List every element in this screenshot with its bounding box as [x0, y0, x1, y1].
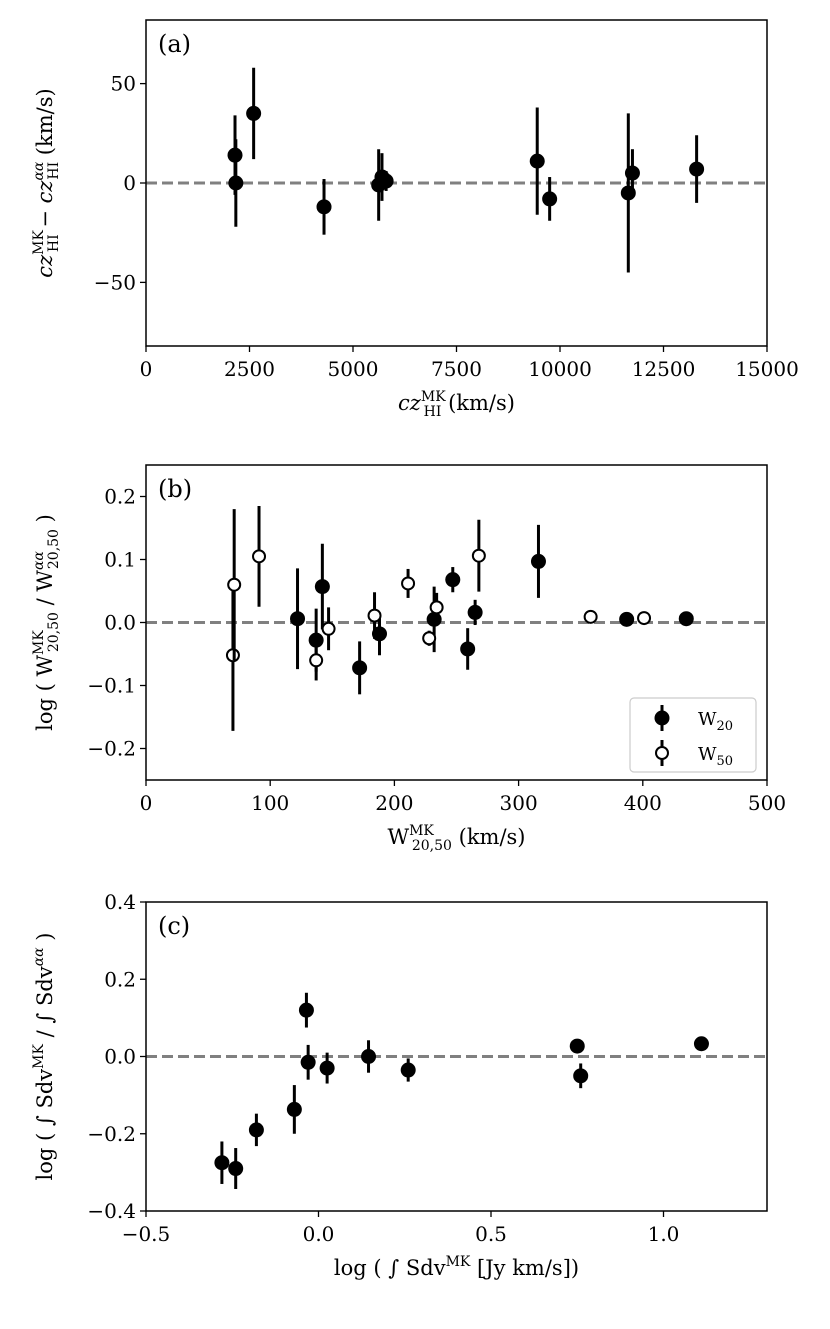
panel-3: −0.5 0.0 0.5 1.0 −0.4 −0.2 0.0 0.2 0.4 (c) log ( ∫… [31, 890, 768, 1280]
data-point-open [471, 548, 486, 563]
x-tick-label: 400 [624, 791, 662, 815]
x-tick-label: 0 [140, 357, 153, 381]
data-point [467, 604, 483, 620]
data-point [569, 1038, 585, 1054]
legend-marker [654, 710, 670, 726]
y-tick-label: −0.2 [87, 737, 136, 761]
y-tick-label: −0.4 [87, 1199, 136, 1223]
y-tick-label: 50 [111, 72, 136, 96]
x-tick-label: 1.0 [648, 1222, 680, 1246]
data-point-open [227, 577, 242, 592]
x-tick-label: 0.0 [303, 1222, 335, 1246]
data-point [352, 660, 368, 676]
y-tick-label: −50 [94, 270, 136, 294]
legend-marker-open [655, 746, 669, 760]
series-points-1 [214, 992, 709, 1189]
data-point [529, 153, 545, 169]
x-tick-label: 0 [140, 791, 153, 815]
y-tick-label: 0 [123, 171, 136, 195]
y-axis-label: log ( WMK20,50 / Wαα20,50 ) [31, 514, 62, 731]
data-point [248, 1122, 264, 1138]
data-point-open [429, 600, 444, 615]
panel-1: 0 2500 5000 7500 10000 12500 15000 −50 0 50 (a) czM… [31, 19, 799, 420]
data-point [290, 611, 306, 627]
data-point-open [401, 576, 416, 591]
y-tick-label: 0.2 [104, 485, 136, 509]
x-tick-label: 100 [251, 791, 289, 815]
y-tick-label: 0.0 [104, 1045, 136, 1069]
data-point [228, 175, 244, 191]
y-tick-label: −0.2 [87, 1122, 136, 1146]
data-point-open [309, 653, 324, 668]
data-point-open [252, 549, 267, 564]
x-tick-label: 500 [748, 791, 786, 815]
data-point [400, 1062, 416, 1078]
data-point [689, 161, 705, 177]
data-point [445, 572, 461, 588]
data-point [286, 1101, 302, 1117]
data-point-open [321, 621, 336, 636]
x-axis-label: WMK 20,50 (km/s) [387, 823, 525, 854]
series-points-1 [227, 67, 705, 273]
x-tick-label: 10000 [528, 357, 592, 381]
data-point-open [637, 611, 652, 626]
data-point [693, 1036, 709, 1052]
y-tick-label: 0.2 [104, 967, 136, 991]
legend-label: W20 [698, 709, 733, 734]
x-tick-label: 300 [500, 791, 538, 815]
panel-label: (c) [158, 912, 190, 940]
series-W20 [290, 524, 694, 695]
y-axis-label: czMKHI − czααHI (km/s) [31, 88, 62, 277]
x-tick-label: 200 [375, 791, 413, 815]
data-point [426, 611, 442, 627]
y-axis-label: log ( ∫ SdvMK / ∫ Sdvαα ) [31, 933, 57, 1181]
data-point [624, 165, 640, 181]
data-point [530, 553, 546, 569]
x-tick-label: 2500 [224, 357, 275, 381]
data-point-open [422, 631, 437, 646]
legend-label: W50 [698, 744, 733, 769]
y-tick-label: 0.0 [104, 611, 136, 635]
data-point [319, 1060, 335, 1076]
data-point [573, 1068, 589, 1084]
x-axis-label: log ( ∫ SdvMK [Jy km/s]) [334, 1254, 579, 1280]
data-point [542, 191, 558, 207]
data-point-open [583, 609, 598, 624]
x-tick-label: 5000 [328, 357, 379, 381]
x-tick-label: −0.5 [122, 1222, 171, 1246]
data-point-open [367, 608, 382, 623]
data-point [678, 611, 694, 627]
x-tick-label: 0.5 [475, 1222, 507, 1246]
x-tick-label: 7500 [431, 357, 482, 381]
panel-label: (a) [158, 30, 191, 58]
data-point [316, 199, 332, 215]
data-point [314, 579, 330, 595]
data-point [298, 1002, 314, 1018]
data-point [460, 641, 476, 657]
data-point [361, 1049, 377, 1064]
x-tick-label: 12500 [632, 357, 696, 381]
y-tick-label: 0.4 [104, 890, 136, 914]
series-W50 [225, 505, 652, 731]
x-axis-label: czMK HI (km/s) [398, 389, 515, 420]
y-tick-label: 0.1 [104, 548, 136, 572]
panel-label: (b) [158, 475, 192, 503]
panel-2: 0 100 200 300 400 500 −0.2 −0.1 0.0 0.1 0.2 (b) WMK 2… [31, 464, 786, 854]
data-point [300, 1054, 316, 1070]
data-point [228, 1161, 244, 1177]
data-point [246, 105, 262, 121]
data-point [214, 1155, 230, 1171]
x-tick-label: 15000 [735, 357, 799, 381]
y-tick-label: −0.1 [87, 674, 136, 698]
legend-box [629, 697, 757, 773]
data-point [619, 611, 635, 627]
data-point [378, 173, 394, 189]
